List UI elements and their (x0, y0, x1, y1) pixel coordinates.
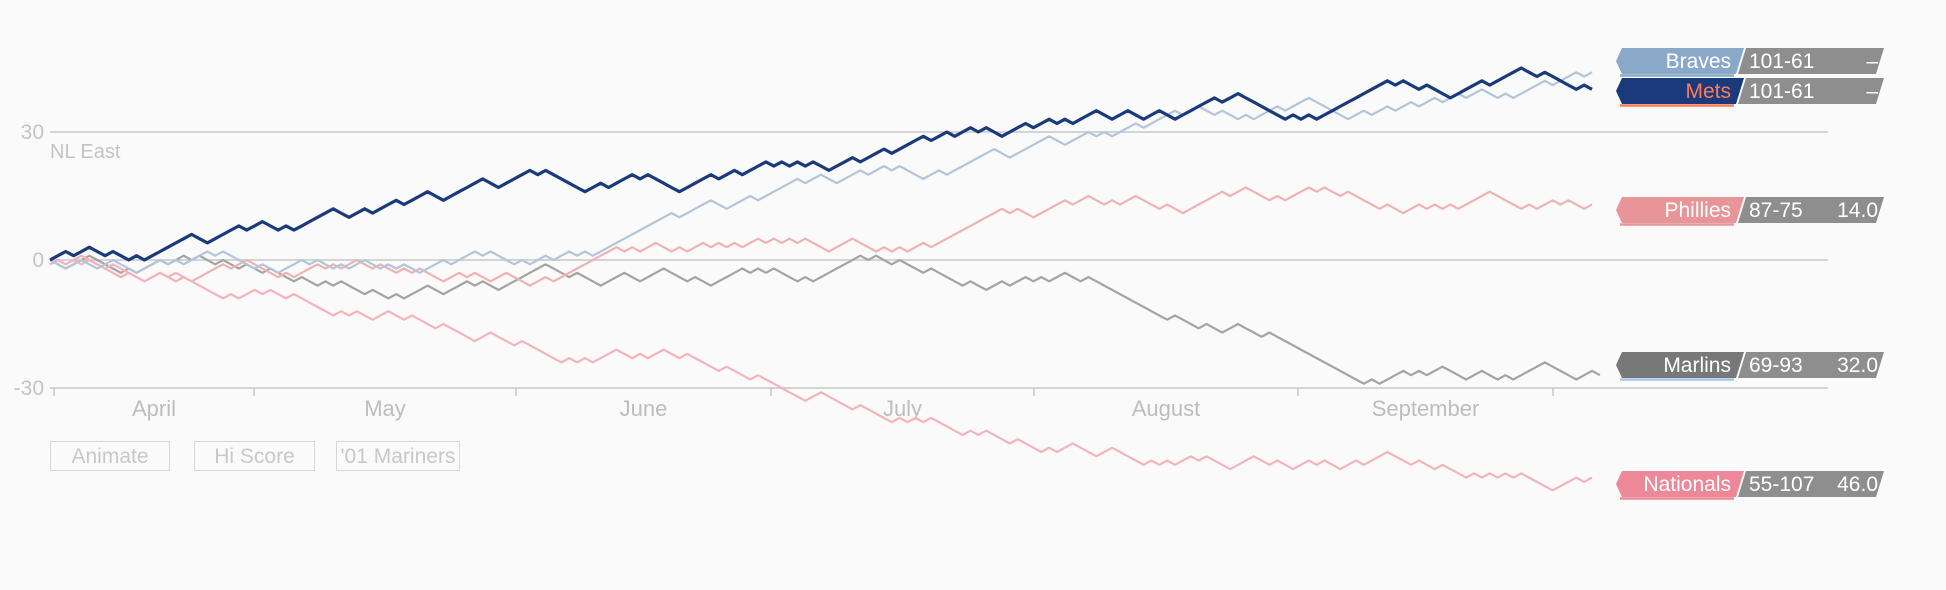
legend-tag-team-name: Nationals (1643, 473, 1731, 496)
legend-tag-name-bg (1616, 78, 1744, 104)
legend-tag-team-name: Marlins (1663, 354, 1731, 377)
x-tick-label-may: May (364, 396, 406, 421)
series-layer (49, 66, 1601, 492)
legend-tag-record: 101-61 (1749, 50, 1814, 73)
legend-tag-games-back: 14.0 (1837, 199, 1878, 222)
legend-tag-record: 69-93 (1749, 354, 1803, 377)
legend-tag-info-bg (1738, 197, 1884, 223)
x-tick-label-june: June (620, 396, 668, 421)
series-line-phillies (49, 186, 1593, 287)
legend-tag-nationals[interactable]: Nationals 55-107 46.0 (1616, 471, 1884, 500)
legend-tag-info-bg (1738, 78, 1884, 104)
legend-tag-games-back: 46.0 (1837, 473, 1878, 496)
x-tick-label-september: September (1372, 396, 1480, 421)
legend-tag-mets[interactable]: Mets 101-61 – (1616, 78, 1884, 107)
legend-tag-record: 55-107 (1749, 473, 1814, 496)
y-tick-label-1: 0 (32, 249, 44, 272)
mariners-button[interactable]: '01 Mariners (336, 441, 460, 471)
legend-tag-team-name: Phillies (1664, 199, 1731, 222)
series-line-marlins (49, 254, 1601, 385)
series-line-braves (49, 71, 1593, 274)
x-tick-label-april: April (132, 396, 176, 421)
legend-tag-info-bg (1738, 352, 1884, 378)
legend-tags: Braves 101-61 – Mets 101-61 – Phillies 87-75 14.… (1616, 48, 1884, 500)
grid-layer (50, 131, 1828, 396)
legend-tag-info-bg (1738, 471, 1884, 497)
legend-tag-games-back: 32.0 (1837, 354, 1878, 377)
legend-tag-team-name: Mets (1685, 80, 1731, 103)
legend-tag-braves[interactable]: Braves 101-61 – (1616, 48, 1884, 77)
legend-tag-record: 101-61 (1749, 80, 1814, 103)
legend-tag-name-bg (1616, 352, 1744, 378)
legend-tag-name-bg (1616, 197, 1744, 223)
hi-score-button[interactable]: Hi Score (194, 441, 315, 471)
animate-button[interactable]: Animate (50, 441, 170, 471)
legend-tag-phillies[interactable]: Phillies 87-75 14.0 (1616, 197, 1884, 226)
division-label: NL East (50, 141, 121, 163)
y-tick-label-0: 30 (21, 121, 44, 144)
series-line-mets (49, 66, 1593, 262)
y-tick-label-2: -30 (14, 377, 44, 400)
legend-tag-team-name: Braves (1666, 50, 1731, 73)
legend-tag-record: 87-75 (1749, 199, 1803, 222)
legend-tag-games-back: – (1866, 50, 1878, 73)
series-line-nationals (49, 258, 1593, 492)
x-tick-label-august: August (1132, 396, 1201, 421)
legend-tag-name-bg (1616, 471, 1744, 497)
legend-tag-name-bg (1616, 48, 1744, 74)
legend-tag-info-bg (1738, 48, 1884, 74)
legend-tag-games-back: – (1866, 80, 1878, 103)
legend-tag-marlins[interactable]: Marlins 69-93 32.0 (1616, 352, 1884, 381)
